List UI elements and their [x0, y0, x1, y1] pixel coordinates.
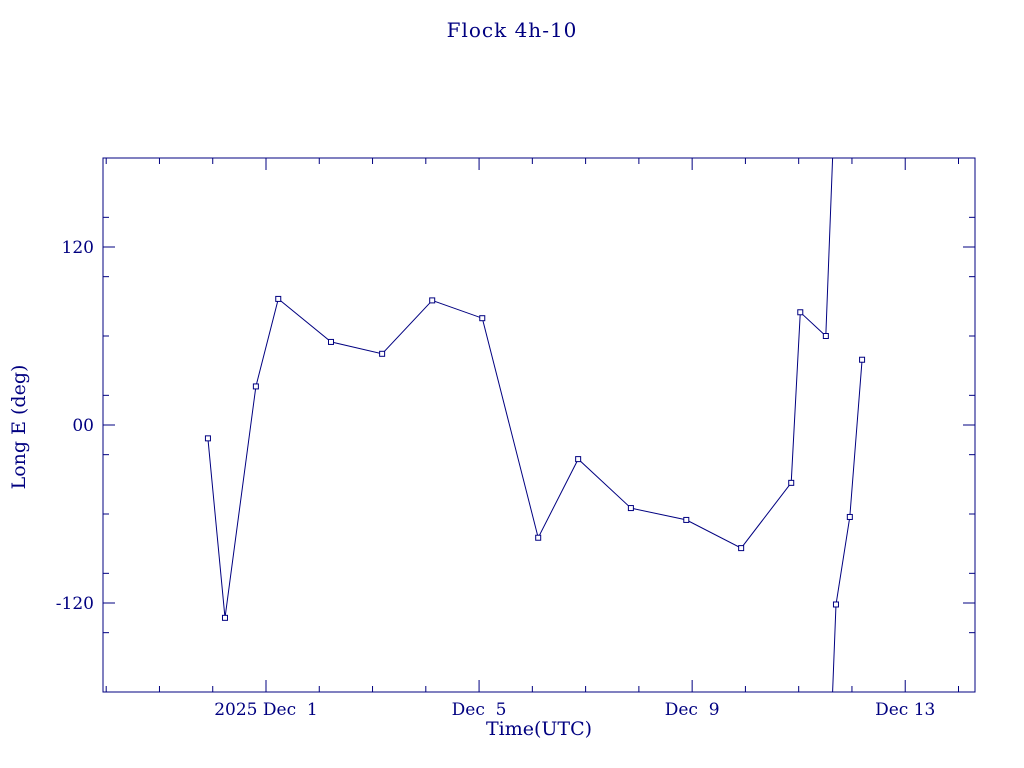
x-tick-label: Dec 5 — [452, 700, 507, 720]
data-point-marker — [252, 383, 259, 390]
x-tick-label: 2025 Dec 1 — [214, 700, 318, 720]
y-axis-label: Long E (deg) — [8, 364, 30, 490]
chart-title: Flock 4h-10 — [446, 18, 578, 42]
data-point-marker — [832, 601, 839, 608]
data-point-marker — [221, 614, 228, 621]
data-point-marker — [275, 295, 282, 302]
data-point-marker — [535, 534, 542, 541]
x-tick-label: Dec 13 — [875, 700, 935, 720]
data-point-marker — [822, 333, 829, 339]
data-point-marker — [788, 479, 795, 486]
data-point-marker — [327, 338, 334, 345]
data-point-marker — [859, 356, 866, 363]
data-point-marker — [479, 315, 486, 322]
data-point-marker — [429, 297, 436, 304]
x-tick-label: Dec 9 — [665, 700, 720, 720]
data-point-marker — [738, 545, 745, 552]
data-point-marker — [683, 516, 690, 523]
data-point-marker — [797, 309, 804, 316]
data-point-marker — [204, 435, 211, 442]
data-point-marker — [379, 350, 386, 357]
y-tick-label: 00 — [72, 416, 94, 436]
x-axis-label: Time(UTC) — [485, 718, 593, 740]
series-line — [832, 359, 863, 693]
data-point-marker — [627, 505, 634, 512]
plot-box — [102, 157, 976, 693]
data-point-marker — [846, 513, 853, 520]
y-tick-label: 120 — [62, 238, 94, 258]
y-tick-label: -120 — [56, 594, 94, 614]
data-point-marker — [575, 456, 582, 463]
